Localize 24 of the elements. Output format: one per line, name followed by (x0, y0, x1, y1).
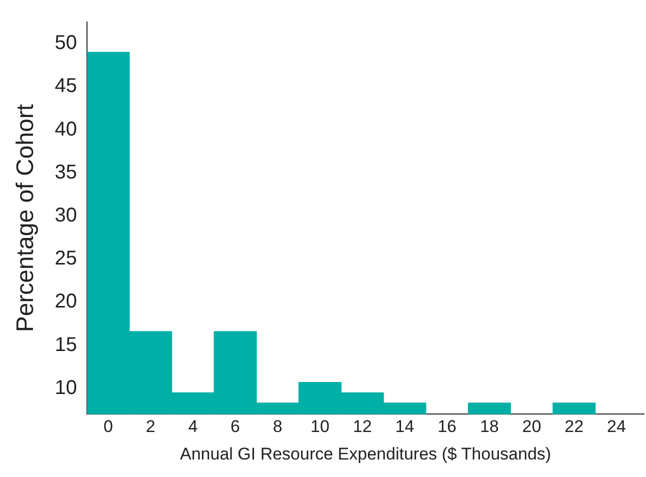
x-tick-label: 0 (103, 417, 113, 436)
x-tick-label: 24 (607, 417, 626, 436)
y-tick-label: 15 (54, 334, 78, 356)
x-tick-label: 22 (564, 417, 584, 436)
x-tick-label: 16 (438, 417, 457, 436)
y-axis-title: Percentage of Cohort (12, 104, 40, 332)
x-tick-label: 18 (480, 417, 499, 436)
y-tick-label: 30 (54, 204, 78, 226)
x-tick-label: 8 (272, 417, 282, 436)
x-tick-label: 2 (146, 417, 156, 436)
x-tick-label: 10 (310, 417, 330, 436)
x-axis-title: Annual GI Resource Expenditures ($ Thousands) (180, 444, 552, 464)
y-tick-label: 35 (54, 161, 78, 184)
x-tick-label: 20 (522, 417, 542, 436)
y-tick-label: 20 (54, 290, 78, 313)
y-tick-label: 45 (54, 75, 78, 98)
y-tick-label: 40 (54, 118, 78, 140)
y-tick-label: 10 (54, 376, 78, 399)
x-tick-label: 6 (230, 417, 240, 436)
y-tick-label: 25 (54, 248, 78, 270)
x-tick-label: 14 (395, 417, 414, 436)
x-tick-label: 4 (188, 417, 198, 436)
x-tick-label: 12 (352, 417, 372, 436)
y-tick-label: 50 (54, 32, 78, 54)
